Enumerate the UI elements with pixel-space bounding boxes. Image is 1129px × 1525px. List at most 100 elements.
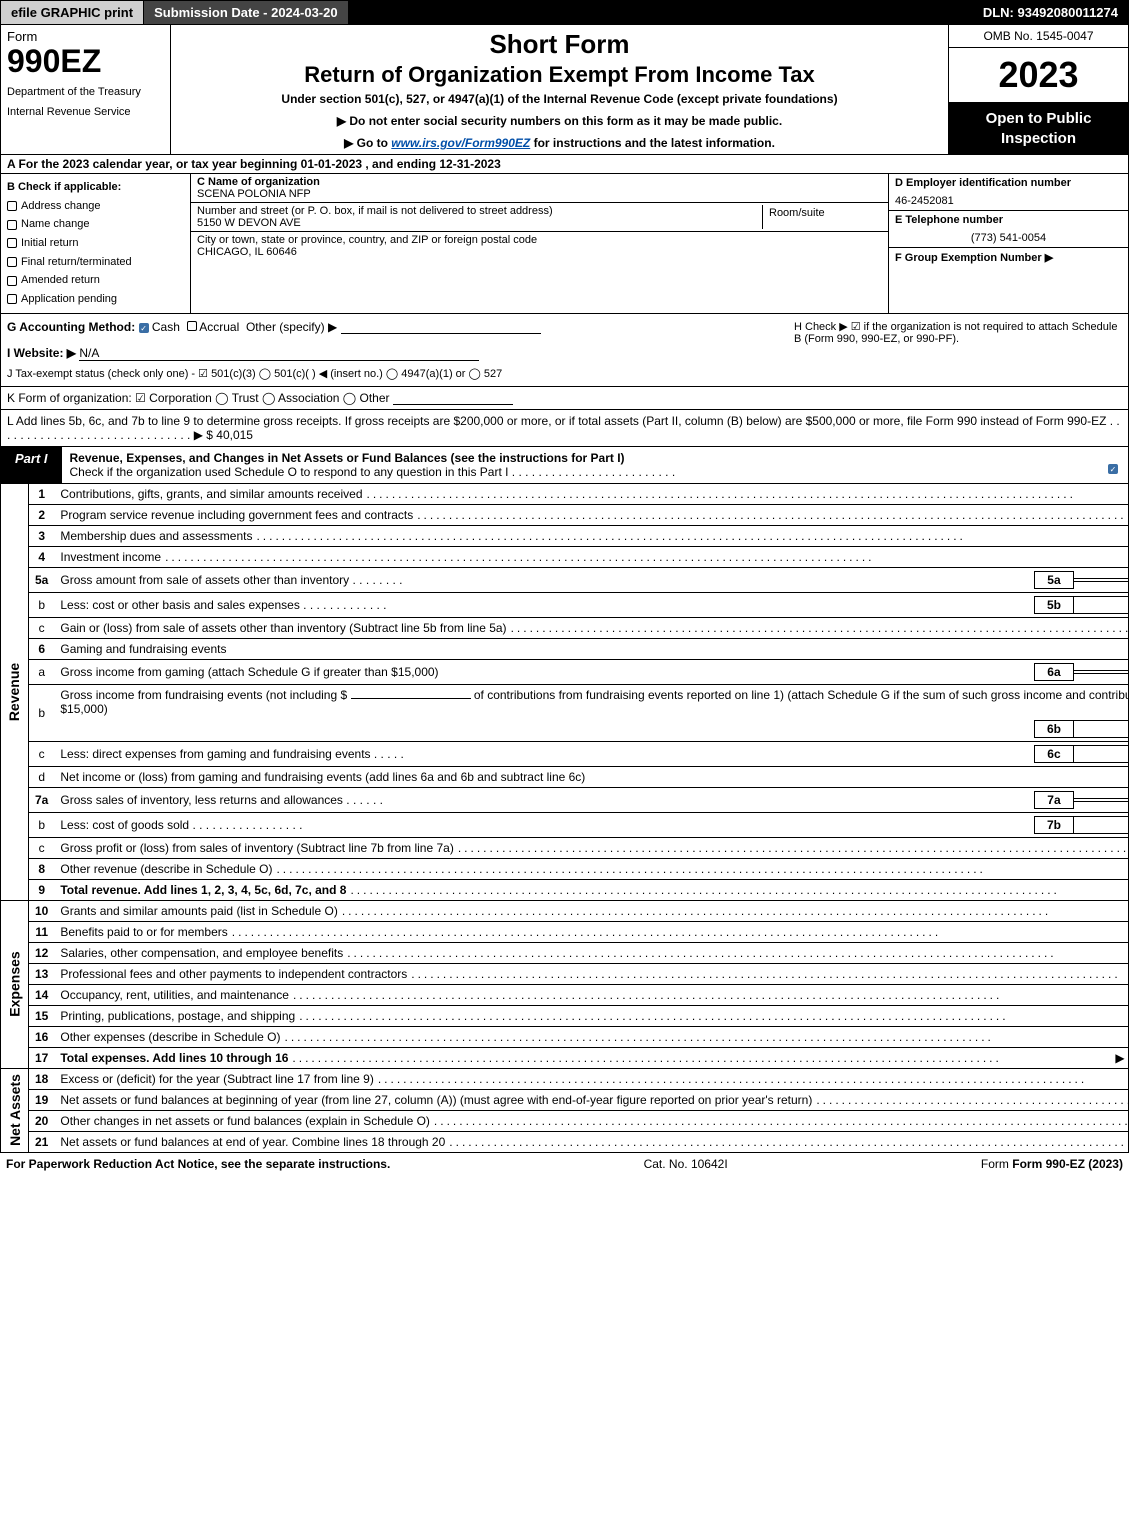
submission-date-button[interactable]: Submission Date - 2024-03-20 [144, 1, 349, 24]
header-center: Short Form Return of Organization Exempt… [171, 25, 948, 154]
inner-box: 5a [1034, 571, 1074, 589]
desc-text: Printing, publications, postage, and shi… [60, 1009, 295, 1023]
cb-final-return[interactable]: Final return/terminated [7, 253, 184, 272]
ln-num: 1 [29, 484, 54, 505]
ln-desc: Less: direct expenses from gaming and fu… [54, 741, 1129, 766]
ln-num: 3 [29, 525, 54, 546]
k-other-input[interactable] [393, 391, 513, 405]
inner-box: 7b [1034, 816, 1074, 834]
irs-link[interactable]: www.irs.gov/Form990EZ [391, 136, 530, 150]
dept-irs: Internal Revenue Service [7, 105, 164, 119]
ln-num: 16 [29, 1026, 54, 1047]
city-cell: City or town, state or province, country… [191, 232, 888, 260]
line-3: 3 Membership dues and assessments 3 0 [29, 525, 1129, 546]
cb-label: Initial return [21, 234, 78, 253]
cash-label: Cash [152, 320, 180, 334]
row-k: K Form of organization: ☑ Corporation ◯ … [0, 387, 1129, 410]
cb-amended-return[interactable]: Amended return [7, 271, 184, 290]
desc-text: Gross income from gaming (attach Schedul… [60, 665, 1034, 679]
ln-num: 8 [29, 858, 54, 879]
ln-desc: Program service revenue including govern… [54, 504, 1129, 525]
note-ssn: ▶ Do not enter social security numbers o… [181, 114, 938, 128]
row-a-text: A For the 2023 calendar year, or tax yea… [7, 157, 501, 171]
dots [454, 841, 1129, 855]
inner-box: 6c [1034, 745, 1074, 763]
g-label: G Accounting Method: [7, 320, 135, 334]
line-14: 14Occupancy, rent, utilities, and mainte… [29, 984, 1129, 1005]
cb-label: Amended return [21, 271, 100, 290]
row-l: L Add lines 5b, 6c, and 7b to line 9 to … [0, 410, 1129, 447]
line-4: 4 Investment income 4 0 [29, 546, 1129, 567]
ln-num: c [29, 617, 54, 638]
inner-val [1074, 578, 1129, 582]
org-name: SCENA POLONIA NFP [197, 188, 882, 200]
revenue-section: Revenue 1 Contributions, gifts, grants, … [0, 484, 1129, 901]
desc-text: Investment income [60, 550, 161, 564]
line-7c: c Gross profit or (loss) from sales of i… [29, 837, 1129, 858]
main-info: B Check if applicable: Address change Na… [0, 174, 1129, 314]
ln-desc: Gain or (loss) from sale of assets other… [54, 617, 1129, 638]
ein-label: D Employer identification number [889, 174, 1128, 192]
ein-value: 46-2452081 [889, 192, 1128, 211]
note-goto: ▶ Go to www.irs.gov/Form990EZ for instru… [181, 136, 938, 150]
dept-treasury: Department of the Treasury [7, 85, 164, 99]
footer: For Paperwork Reduction Act Notice, see … [0, 1153, 1129, 1175]
b-title: B Check if applicable: [7, 178, 184, 197]
form-word: Form [7, 29, 164, 44]
ln-num: b [29, 592, 54, 617]
ln-desc: Gross income from fundraising events (no… [54, 684, 1129, 741]
line-12: 12Salaries, other compensation, and empl… [29, 942, 1129, 963]
ln-num: 10 [29, 901, 54, 922]
line-8: 8 Other revenue (describe in Schedule O)… [29, 858, 1129, 879]
part-1-title-wrap: Revenue, Expenses, and Changes in Net As… [62, 447, 1098, 483]
ln-desc: Gross sales of inventory, less returns a… [54, 787, 1129, 812]
cb-name-change[interactable]: Name change [7, 215, 184, 234]
line-6d: d Net income or (loss) from gaming and f… [29, 766, 1129, 787]
cb-accrual[interactable] [187, 321, 197, 331]
ln-num: 6 [29, 638, 54, 659]
ln-desc: Net assets or fund balances at end of ye… [54, 1131, 1129, 1152]
note-goto-pre: ▶ Go to [344, 136, 391, 150]
other-specify-input[interactable] [341, 320, 541, 334]
part-1-header: Part I Revenue, Expenses, and Changes in… [0, 447, 1129, 484]
city-label: City or town, state or province, country… [197, 234, 882, 246]
ln-num: 13 [29, 963, 54, 984]
checkbox-icon [7, 276, 17, 286]
ln-desc: Professional fees and other payments to … [54, 963, 1129, 984]
dots [272, 862, 1129, 876]
expenses-table: 10 Grants and similar amounts paid (list … [29, 901, 1129, 1068]
desc-text: Gross sales of inventory, less returns a… [60, 793, 343, 807]
desc-text: Grants and similar amounts paid (list in… [60, 904, 337, 918]
fundraising-amount-input[interactable] [351, 698, 471, 699]
return-title: Return of Organization Exempt From Incom… [181, 62, 938, 88]
line-6: 6 Gaming and fundraising events [29, 638, 1129, 659]
ln-desc: Contributions, gifts, grants, and simila… [54, 484, 1129, 505]
website-value: N/A [79, 346, 479, 361]
city-value: CHICAGO, IL 60646 [197, 246, 882, 258]
desc-text: Gross profit or (loss) from sales of inv… [60, 841, 453, 855]
row-h: H Check ▶ ☑ if the organization is not r… [788, 314, 1128, 386]
cb-initial-return[interactable]: Initial return [7, 234, 184, 253]
column-c: C Name of organization SCENA POLONIA NFP… [191, 174, 888, 313]
ln-desc: Gaming and fundraising events [54, 638, 1129, 659]
ln-num: 20 [29, 1110, 54, 1131]
ln-desc: Gross amount from sale of assets other t… [54, 567, 1129, 592]
open-public-badge: Open to Public Inspection [949, 103, 1128, 154]
dots [413, 508, 1129, 522]
efile-print-button[interactable]: efile GRAPHIC print [1, 1, 144, 24]
expenses-sidelabel-text: Expenses [7, 952, 23, 1017]
tax-year: 2023 [949, 48, 1128, 103]
ln-num: 12 [29, 942, 54, 963]
line-6a: a Gross income from gaming (attach Sched… [29, 659, 1129, 684]
schedule-o-checkbox[interactable] [1108, 464, 1118, 474]
cb-cash[interactable] [139, 323, 149, 333]
column-b: B Check if applicable: Address change Na… [1, 174, 191, 313]
dots [343, 946, 1124, 960]
part-1-label: Part I [1, 447, 62, 483]
cb-address-change[interactable]: Address change [7, 197, 184, 216]
addr-cell: Number and street (or P. O. box, if mail… [191, 203, 888, 232]
cb-label: Final return/terminated [21, 253, 132, 272]
tel-value: (773) 541-0054 [889, 229, 1128, 248]
cb-application-pending[interactable]: Application pending [7, 290, 184, 309]
ln-desc: Benefits paid to or for members [54, 921, 1129, 942]
